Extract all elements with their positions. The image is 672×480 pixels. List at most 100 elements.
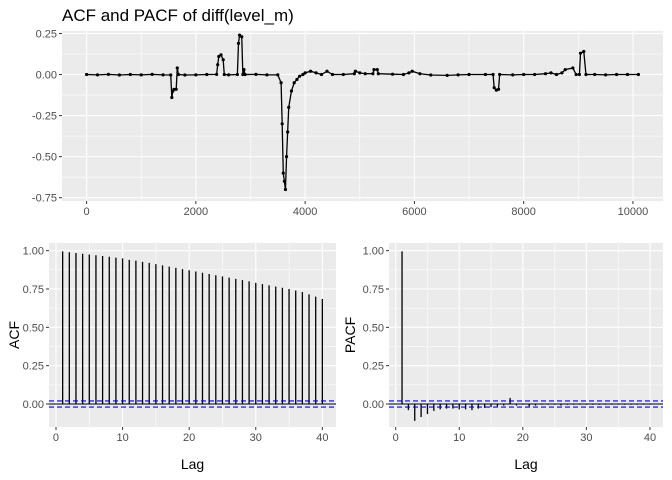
x-tick-label: 30 — [580, 432, 592, 444]
y-tick-label: 1.00 — [23, 246, 44, 258]
series-point — [353, 69, 357, 73]
y-tick-label: 0.00 — [23, 399, 44, 411]
series-point — [183, 73, 187, 77]
x-tick-label: 10 — [116, 432, 128, 444]
x-tick-label: 8000 — [511, 206, 535, 218]
series-point — [170, 95, 174, 100]
x-tick-label: 6000 — [402, 206, 426, 218]
series-point — [216, 63, 220, 67]
series-point — [292, 81, 296, 85]
series-point — [325, 69, 329, 73]
series-point — [301, 72, 305, 77]
pacf-panel: 0 10 20 30 40 0.00 0.25 0.50 0.75 1.00 Lag PACF — [342, 243, 663, 472]
acf-panel: 0 10 20 30 40 0.00 0.25 0.50 0.75 1.00 Lag ACF — [6, 243, 336, 472]
series-point — [295, 77, 299, 82]
series-point — [287, 105, 291, 109]
series-point — [279, 81, 283, 85]
series-point — [577, 72, 582, 77]
series-point — [117, 73, 121, 77]
x-tick-label: 0 — [84, 206, 90, 218]
series-point — [303, 71, 307, 75]
y-tick-label: 0.00 — [363, 399, 384, 411]
x-tick-label: 0 — [393, 432, 399, 444]
series-point — [236, 41, 241, 45]
series-point — [352, 72, 356, 76]
series-point — [543, 72, 548, 76]
series-point — [372, 67, 376, 72]
series-point — [358, 71, 362, 75]
series-point — [418, 72, 422, 76]
x-tick-label: 40 — [316, 432, 328, 444]
series-point — [560, 71, 564, 75]
series-point — [235, 72, 239, 77]
series-point — [282, 179, 286, 183]
x-tick-label: 40 — [644, 432, 656, 444]
series-point — [169, 73, 173, 77]
series-point — [429, 73, 433, 77]
series-point — [174, 87, 178, 91]
series-point — [176, 72, 180, 77]
series-point — [283, 187, 288, 192]
series-point — [467, 72, 471, 77]
x-axis-title: Lag — [514, 456, 537, 472]
series-point — [456, 73, 460, 77]
series-point — [341, 72, 345, 77]
series-point — [371, 72, 375, 76]
plot-title: ACF and PACF of diff(level_m) — [62, 6, 294, 25]
y-tick-label: 0.50 — [23, 322, 44, 334]
series-point — [95, 73, 100, 77]
series-point — [276, 73, 280, 77]
series-point — [314, 71, 318, 75]
series-point — [128, 72, 132, 77]
series-point — [240, 35, 244, 39]
series-point — [492, 86, 496, 90]
series-point — [614, 72, 619, 77]
series-point — [194, 73, 198, 77]
series-point — [286, 130, 290, 134]
x-tick-label: 4000 — [293, 206, 317, 218]
x-tick-label: 20 — [183, 432, 195, 444]
y-tick-label: 0.50 — [363, 322, 384, 334]
series-point — [445, 73, 449, 77]
x-tick-label: 10000 — [618, 206, 649, 218]
x-tick-label: 2000 — [184, 206, 208, 218]
y-tick-label: 0.25 — [36, 28, 57, 40]
series-point — [221, 58, 225, 62]
x-tick-label: 10 — [453, 432, 465, 444]
y-tick-label: 0.00 — [36, 70, 57, 82]
y-tick-label: -0.25 — [32, 111, 57, 123]
series-point — [175, 66, 179, 70]
series-point — [363, 72, 367, 76]
series-point — [139, 73, 143, 77]
panel-background — [389, 243, 663, 427]
y-tick-label: 0.75 — [363, 284, 384, 296]
series-panel: 0 2000 4000 6000 8000 10000 -0.75 -0.50 -0.25 0.0… — [32, 28, 663, 218]
series-point — [491, 72, 495, 77]
series-point — [205, 72, 209, 77]
series-point — [227, 73, 231, 77]
series-point — [281, 171, 285, 175]
series-point — [533, 72, 537, 77]
x-axis-title: Lag — [181, 456, 204, 472]
x-tick-label: 30 — [250, 432, 262, 444]
series-point — [593, 72, 597, 77]
series-point — [578, 51, 583, 55]
series-point — [237, 33, 242, 37]
series-point — [265, 73, 269, 77]
y-tick-label: -0.50 — [32, 152, 57, 164]
series-point — [243, 72, 247, 77]
series-point — [483, 72, 488, 77]
series-point — [161, 73, 165, 77]
series-point — [242, 67, 246, 72]
series-point — [289, 89, 294, 93]
series-point — [636, 72, 641, 77]
x-tick-label: 20 — [517, 432, 529, 444]
series-point — [222, 72, 226, 77]
series-point — [254, 72, 258, 76]
series-point — [84, 72, 89, 77]
series-point — [498, 72, 502, 77]
series-point — [375, 67, 379, 72]
series-point — [150, 72, 154, 76]
series-point — [284, 155, 289, 159]
